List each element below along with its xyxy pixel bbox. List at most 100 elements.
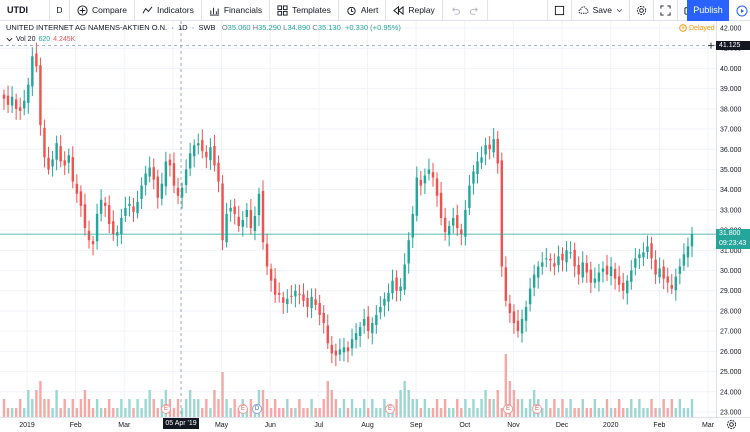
candle-body — [310, 296, 313, 309]
candle-body — [601, 268, 605, 272]
volume-bar — [112, 408, 115, 417]
candle-body — [282, 297, 285, 303]
candle-body — [597, 272, 601, 282]
price-tick-label: 26.000 — [720, 349, 742, 356]
publish-button[interactable]: Publish — [687, 0, 729, 21]
settings-button[interactable] — [630, 0, 654, 21]
volume-bar — [140, 408, 143, 417]
volume-bar — [561, 399, 564, 417]
time-axis[interactable] — [0, 417, 750, 432]
rewind-icon — [393, 5, 404, 15]
volume-bar — [508, 381, 512, 417]
price-tick-label: 37.000 — [720, 127, 742, 134]
redo-icon[interactable] — [469, 5, 480, 16]
earnings-event-2[interactable]: E — [238, 404, 248, 414]
countdown-tag: 09:23:43 — [716, 239, 750, 249]
candle-body — [237, 216, 240, 227]
chevron-down-icon[interactable] — [6, 36, 13, 43]
volume-bar — [124, 408, 127, 417]
candle-body — [500, 160, 504, 267]
candle-body — [59, 146, 62, 162]
earnings-event-1[interactable]: E — [161, 404, 171, 414]
volume-bar — [334, 399, 338, 417]
volume-bar — [545, 399, 548, 417]
time-tick-label: Nov — [507, 422, 520, 429]
candle-body — [95, 213, 99, 242]
indicators-button[interactable]: Indicators — [135, 0, 202, 21]
candle-body — [241, 220, 244, 227]
candle-body — [176, 187, 180, 196]
candle-body — [160, 183, 164, 199]
volume-bar — [152, 399, 155, 417]
alert-button[interactable]: Alert — [339, 0, 387, 21]
play-button[interactable] — [733, 0, 750, 21]
volume-bar — [654, 408, 657, 417]
candle-body — [346, 347, 350, 352]
candle-body — [452, 217, 455, 226]
templates-button[interactable]: Templates — [270, 0, 339, 21]
volume-bar — [581, 399, 584, 417]
candle-body — [330, 344, 334, 354]
volume-bar — [375, 408, 378, 417]
volume-bar — [180, 408, 184, 417]
candle-body — [172, 163, 176, 186]
legend-close: 35.130 — [317, 23, 341, 32]
volume-bar — [642, 408, 645, 417]
legend-close-label: C — [312, 23, 318, 32]
replay-button[interactable]: Replay — [386, 0, 443, 21]
interval-button[interactable]: D — [50, 0, 70, 21]
indicators-label: Indicators — [156, 5, 194, 15]
earnings-event-5[interactable]: E — [532, 404, 542, 414]
time-tick-label: Jun — [265, 422, 276, 429]
candle-body — [229, 207, 232, 212]
volume-bar — [427, 408, 431, 417]
fullscreen-button[interactable] — [654, 0, 678, 21]
candle-body — [188, 153, 192, 169]
candle-body — [532, 274, 536, 288]
volume-bar — [225, 399, 228, 417]
save-button[interactable]: Save — [572, 0, 630, 21]
layout-button[interactable] — [546, 0, 572, 21]
volume-bar — [290, 408, 293, 417]
financials-button[interactable]: Financials — [202, 0, 271, 21]
earnings-event-3[interactable]: E — [385, 404, 395, 414]
undo-redo-group — [443, 0, 488, 21]
price-axis[interactable] — [716, 21, 750, 417]
volume-bar — [95, 399, 99, 417]
candle-body — [209, 147, 212, 161]
volume-bar — [626, 408, 629, 417]
candle-body — [221, 183, 224, 241]
candle-body — [630, 270, 633, 282]
volume-bar — [516, 399, 520, 417]
symbol-search[interactable]: UTDI — [0, 0, 50, 21]
time-tick-label: Sep — [410, 422, 423, 429]
candle-body — [674, 276, 678, 291]
candle-body — [10, 96, 14, 106]
volume-bar — [354, 408, 358, 417]
dividend-event[interactable]: D — [252, 404, 262, 414]
volume-bar — [128, 399, 131, 417]
earnings-event-4[interactable]: E — [503, 404, 513, 414]
compare-button[interactable]: Compare — [70, 0, 135, 21]
delayed-badge[interactable]: Delayed — [679, 24, 715, 32]
volume-bar — [443, 399, 447, 417]
volume-bar — [666, 408, 669, 417]
volume-bar — [431, 408, 435, 417]
candle-body — [358, 327, 362, 337]
candle-body — [128, 203, 131, 206]
legend-high-label: H — [252, 23, 259, 32]
legend-exchange: SWB — [198, 23, 216, 32]
volume-bar — [613, 408, 617, 417]
candle-body — [670, 285, 673, 289]
candle-body — [192, 145, 196, 157]
candle-body — [387, 292, 390, 302]
volume-bar — [47, 399, 50, 417]
candle-body — [468, 185, 471, 208]
candle-body — [314, 299, 317, 305]
undo-icon[interactable] — [450, 5, 461, 16]
chart-settings-gear-icon[interactable] — [726, 419, 737, 430]
candle-body — [626, 280, 629, 294]
volume-bar — [18, 399, 22, 417]
candle-body — [508, 303, 512, 313]
